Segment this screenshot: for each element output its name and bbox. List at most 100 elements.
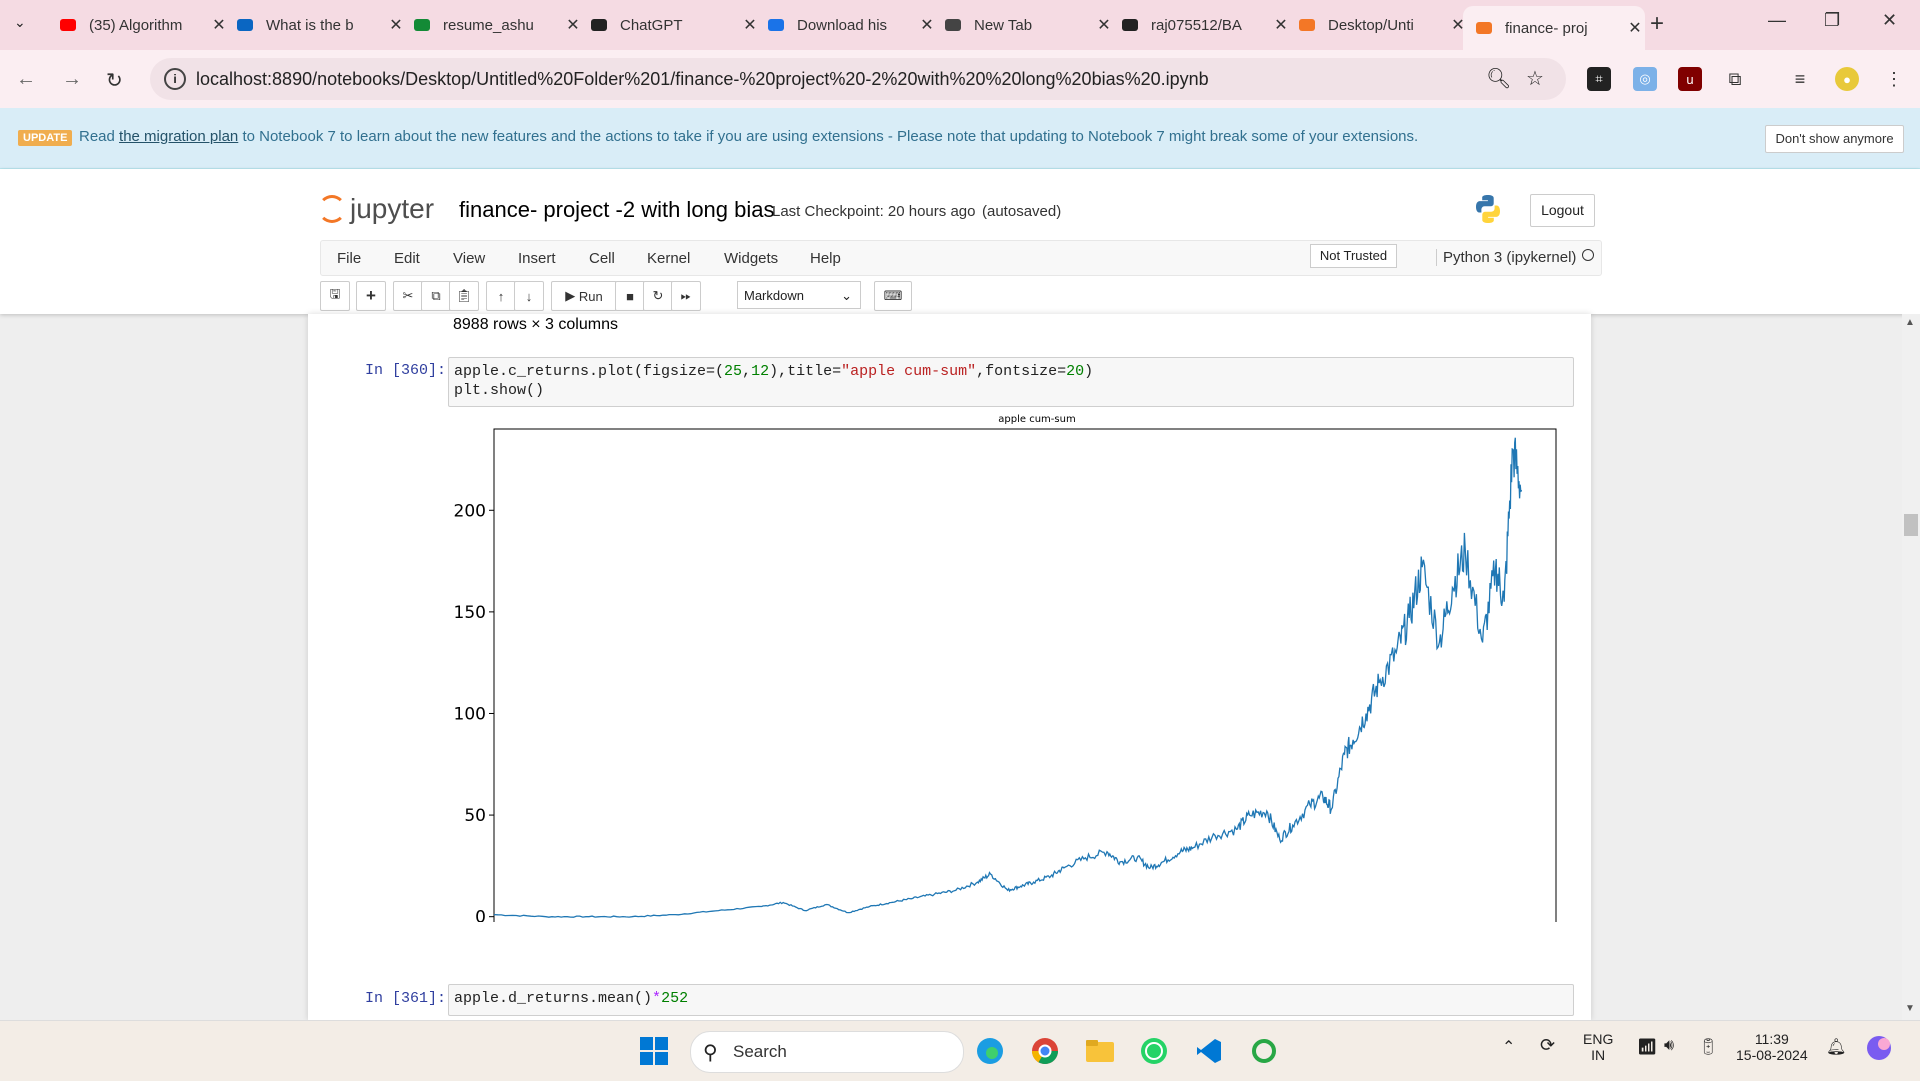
minimize-icon[interactable]: — [1768, 10, 1786, 30]
media-control-icon[interactable]: ≡ [1794, 68, 1806, 89]
browser-tab[interactable]: What is the b ✕ [224, 8, 406, 42]
migration-plan-link[interactable]: the migration plan [119, 128, 239, 145]
cut-icon[interactable]: ✂ [393, 281, 423, 311]
tab-close-icon[interactable]: ✕ [1274, 17, 1288, 34]
chart-title: apple cum-sum [998, 414, 1075, 425]
ublock-icon[interactable]: u [1678, 67, 1702, 91]
file-explorer-icon[interactable] [1084, 1035, 1116, 1067]
url-text[interactable]: localhost:8890/notebooks/Desktop/Untitle… [196, 69, 1209, 89]
scroll-down-arrow-icon[interactable]: ▼ [1905, 1003, 1915, 1014]
browser-tab[interactable]: Desktop/Unti ✕ [1286, 8, 1468, 42]
jupyter-logo[interactable]: jupyter [318, 193, 434, 225]
keyboard-icon[interactable]: ⌨ [874, 281, 912, 311]
menu-insert[interactable]: Insert [518, 250, 556, 267]
previous-output-text: 8988 rows × 3 columns [453, 316, 618, 333]
zoom-icon[interactable]: 🔍︎ [1486, 68, 1512, 90]
forward-arrow-icon[interactable]: → [62, 68, 82, 90]
browser-tab[interactable]: finance- proj ✕ [1463, 6, 1645, 50]
stop-icon[interactable]: ■ [615, 281, 645, 311]
tab-close-icon[interactable]: ✕ [920, 17, 934, 34]
browser-tab[interactable]: New Tab ✕ [932, 8, 1114, 42]
tab-close-icon[interactable]: ✕ [389, 17, 403, 34]
wifi-icon[interactable]: 📶︎ [1637, 1039, 1658, 1056]
menu-file[interactable]: File [337, 250, 362, 267]
notebook-container: 8988 rows × 3 columns In [360]: apple.c_… [308, 314, 1591, 1020]
browser-tab[interactable]: (35) Algorithm ✕ [47, 8, 229, 42]
notebook-title[interactable]: finance- project -2 with long bias [459, 197, 775, 222]
update-badge: UPDATE [18, 130, 73, 146]
tab-search-chevron-icon[interactable]: ⌄ [14, 14, 26, 30]
move-down-arrow-icon[interactable]: ↓ [514, 281, 544, 311]
insert-cell-plus-icon[interactable]: + [356, 281, 386, 311]
code-cell-360[interactable]: apple.c_returns.plot(figsize=(25,12),tit… [448, 357, 1574, 407]
tab-close-icon[interactable]: ✕ [743, 17, 757, 34]
overleaf-icon [413, 16, 431, 34]
address-bar[interactable]: i localhost:8890/notebooks/Desktop/Untit… [150, 58, 1566, 100]
menu-cell[interactable]: Cell [589, 250, 615, 267]
battery-icon[interactable]: 🔋︎ [1698, 1039, 1719, 1056]
profile-avatar[interactable]: ● [1835, 67, 1859, 91]
save-icon[interactable]: 🖫 [320, 281, 350, 311]
cell-type-select[interactable]: Markdown ⌄ [737, 281, 861, 309]
menu-view[interactable]: View [453, 250, 486, 267]
clock[interactable]: 11:39 15-08-2024 [1736, 1031, 1808, 1063]
extension-icon[interactable]: ⌗ [1587, 67, 1611, 91]
taskbar-search[interactable]: ⚲ Search [690, 1031, 964, 1073]
menu-help[interactable]: Help [810, 250, 841, 267]
run-button[interactable]: ▶ Run [551, 281, 617, 311]
restart-icon[interactable]: ↻ [643, 281, 673, 311]
plot-frame [493, 428, 1557, 938]
extension-icon[interactable]: ◎ [1633, 67, 1657, 91]
trusted-indicator[interactable]: Not Trusted [1310, 244, 1397, 268]
code-line: apple.d_returns.mean()*252 [454, 990, 689, 1007]
restore-icon[interactable]: ❐ [1824, 10, 1841, 30]
tab-close-icon[interactable]: ✕ [1628, 20, 1642, 37]
move-up-arrow-icon[interactable]: ↑ [486, 281, 516, 311]
y-tick-label: 100 [454, 704, 486, 724]
tab-close-icon[interactable]: ✕ [1097, 17, 1111, 34]
series-line [493, 437, 1523, 918]
windows-start-icon[interactable] [638, 1035, 670, 1067]
reload-icon[interactable]: ↻ [106, 70, 123, 92]
paste-icon[interactable]: 📋︎ [449, 281, 479, 311]
play-icon: ▶ [565, 288, 579, 303]
menu-kernel[interactable]: Kernel [647, 250, 691, 267]
app-ring-icon[interactable] [1248, 1035, 1280, 1067]
browser-tab[interactable]: raj075512/BA ✕ [1109, 8, 1291, 42]
tab-close-icon[interactable]: ✕ [212, 17, 226, 34]
extensions-puzzle-icon[interactable]: ⧉ [1728, 68, 1742, 89]
browser-tab[interactable]: ChatGPT ✕ [578, 8, 760, 42]
scrollbar-thumb[interactable] [1904, 514, 1918, 536]
tab-close-icon[interactable]: ✕ [566, 17, 580, 34]
browser-menu-icon[interactable]: ⋮ [1885, 68, 1903, 89]
bookmark-star-icon[interactable]: ☆ [1526, 68, 1544, 90]
language-indicator[interactable]: ENG IN [1583, 1031, 1614, 1063]
tray-chevron-up-icon[interactable]: ⌃ [1502, 1039, 1516, 1056]
tab-close-icon[interactable]: ✕ [1451, 17, 1465, 34]
back-arrow-icon[interactable]: ← [16, 68, 36, 90]
new-tab-plus-icon[interactable]: + [1650, 10, 1665, 37]
scroll-up-arrow-icon[interactable]: ▲ [1905, 317, 1915, 328]
copilot-icon[interactable] [1864, 1033, 1894, 1066]
notification-bell-icon[interactable]: 🔔︎ [1826, 1039, 1847, 1056]
migration-banner: UPDATE Read the migration plan to Notebo… [0, 108, 1920, 169]
whatsapp-icon[interactable] [1138, 1035, 1170, 1067]
volume-icon[interactable]: 🔊︎ [1664, 1037, 1675, 1054]
vscode-icon[interactable] [1193, 1035, 1225, 1067]
sync-icon[interactable]: ⟳ [1540, 1035, 1556, 1055]
restart-run-all-icon[interactable]: ⏩︎ [671, 281, 701, 311]
dont-show-anymore-button[interactable]: Don't show anymore [1765, 125, 1904, 153]
edge-icon[interactable] [974, 1035, 1006, 1067]
menu-widgets[interactable]: Widgets [724, 250, 779, 267]
copy-icon[interactable]: ⧉ [421, 281, 451, 311]
chrome-icon[interactable] [1029, 1035, 1061, 1067]
code-cell-361[interactable]: apple.d_returns.mean()*252 [448, 984, 1574, 1016]
page-scrollbar[interactable] [1902, 314, 1920, 1020]
browser-tab[interactable]: Download his ✕ [755, 8, 937, 42]
menu-bar: File Edit View Insert Cell Kernel Widget… [320, 240, 1602, 276]
window-close-icon[interactable]: ✕ [1882, 10, 1898, 30]
browser-tab[interactable]: resume_ashu ✕ [401, 8, 583, 42]
menu-edit[interactable]: Edit [394, 250, 420, 267]
site-info-icon[interactable]: i [164, 68, 186, 90]
logout-button[interactable]: Logout [1530, 194, 1595, 227]
